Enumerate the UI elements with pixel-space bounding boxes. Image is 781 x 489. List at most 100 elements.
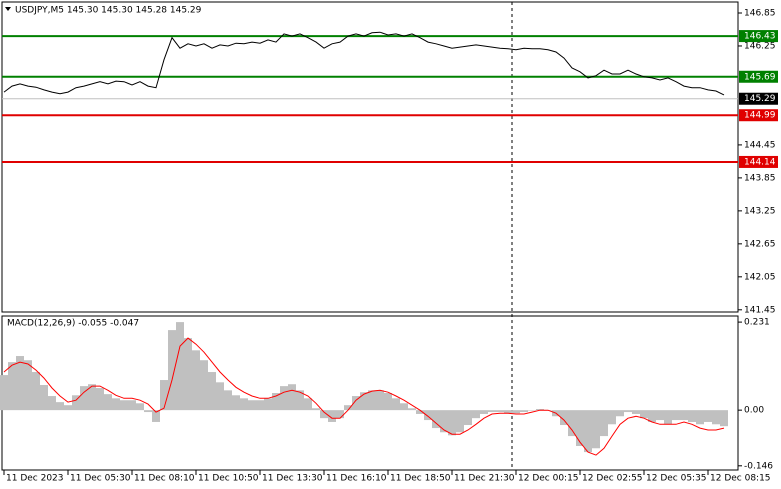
y-tick-label: 146.25 — [744, 41, 776, 51]
histogram-bar — [720, 410, 728, 427]
level-box — [739, 70, 778, 83]
histogram-bar — [480, 410, 488, 414]
histogram-bar — [280, 386, 288, 411]
x-tick-label: 11 Dec 05:30 — [70, 474, 131, 484]
histogram-bar — [712, 410, 720, 425]
histogram-bar — [384, 393, 392, 411]
histogram-bar — [648, 410, 656, 422]
histogram-bar — [584, 410, 592, 453]
histogram-bar — [680, 410, 688, 421]
histogram-bar — [104, 394, 112, 411]
histogram-bar — [80, 386, 88, 411]
histogram-bar — [568, 410, 576, 437]
histogram-bar — [704, 410, 712, 422]
level-box — [739, 109, 778, 122]
histogram-bar — [640, 410, 648, 419]
histogram-bar — [112, 398, 120, 411]
histogram-bar — [240, 398, 248, 411]
histogram-bar — [328, 410, 336, 422]
histogram-bar — [496, 410, 504, 413]
histogram-bar — [0, 375, 8, 411]
histogram-bar — [32, 372, 40, 411]
y-tick-label: 146.85 — [744, 8, 776, 18]
histogram-bar — [56, 402, 64, 411]
y-tick-label: 0.231 — [744, 318, 770, 328]
x-tick-label: 11 Dec 2023 — [6, 474, 64, 484]
histogram-bar — [664, 410, 672, 425]
histogram-bar — [352, 396, 360, 411]
histogram-bar — [424, 410, 432, 421]
level-box — [739, 155, 778, 168]
x-tick-label: 12 Dec 00:15 — [518, 474, 579, 484]
histogram-bar — [632, 410, 640, 414]
histogram-bar — [224, 390, 232, 411]
histogram-bar — [616, 410, 624, 417]
histogram-bar — [472, 410, 480, 419]
histogram-bar — [168, 330, 176, 411]
histogram-bar — [120, 400, 128, 411]
histogram-bar — [560, 410, 568, 426]
x-tick-label: 11 Dec 13:30 — [262, 474, 323, 484]
histogram-bar — [368, 390, 376, 411]
histogram-bar — [376, 390, 384, 411]
histogram-bar — [464, 410, 472, 426]
histogram-bar — [448, 410, 456, 436]
histogram-bar — [248, 400, 256, 411]
histogram-bar — [608, 410, 616, 425]
y-tick-label: -0.146 — [744, 461, 773, 471]
x-tick-label: 12 Dec 05:35 — [646, 474, 707, 484]
histogram-bar — [88, 384, 96, 411]
level-box — [739, 30, 778, 43]
series-line — [3, 31, 725, 96]
histogram-bar — [312, 408, 320, 411]
histogram-bar — [184, 338, 192, 411]
x-tick-label: 11 Dec 08:10 — [134, 474, 195, 484]
series-line — [3, 337, 725, 456]
histogram-bar — [536, 409, 544, 411]
histogram-bar — [456, 410, 464, 433]
chart-title: USDJPY,M5 145.30 145.30 145.28 145.29 — [15, 6, 202, 16]
level-box — [739, 92, 778, 105]
histogram-bar — [408, 408, 416, 411]
histogram-bar — [344, 405, 352, 411]
histogram-bar — [288, 384, 296, 411]
histogram-bar — [592, 410, 600, 449]
histogram-bar — [624, 410, 632, 413]
histogram-bar — [16, 356, 24, 411]
histogram-bar — [272, 393, 280, 411]
histogram-bar — [488, 410, 496, 413]
histogram-bar — [232, 395, 240, 411]
level-label: 144.99 — [744, 111, 776, 121]
histogram-bar — [320, 410, 328, 419]
histogram-bar — [304, 398, 312, 411]
level-label: 146.43 — [744, 32, 776, 42]
histogram-bar — [656, 410, 664, 421]
histogram-bar — [160, 380, 168, 411]
histogram-bar — [208, 372, 216, 411]
histogram-bar — [528, 410, 536, 411]
level-label: 144.14 — [744, 157, 776, 167]
histogram-bar — [128, 400, 136, 411]
x-tick-label: 11 Dec 10:50 — [198, 474, 259, 484]
histogram-bar — [360, 392, 368, 411]
histogram-bar — [24, 360, 32, 411]
histogram-bar — [96, 388, 104, 411]
histogram-bar — [152, 410, 160, 422]
histogram-bar — [400, 403, 408, 411]
histogram-bar — [48, 396, 56, 411]
histogram-bar — [64, 405, 72, 411]
histogram-bar — [392, 398, 400, 411]
histogram-bar — [696, 410, 704, 425]
histogram-bar — [216, 382, 224, 411]
histogram-bar — [504, 410, 512, 414]
y-tick-label: 142.05 — [744, 272, 776, 282]
histogram-bar — [40, 384, 48, 411]
menu-triangle — [5, 7, 11, 11]
y-tick-label: 0.00 — [744, 406, 764, 416]
y-tick-label: 142.65 — [744, 239, 776, 249]
y-tick-label: 141.45 — [744, 305, 776, 315]
level-label: 145.69 — [744, 72, 776, 82]
histogram-bar — [200, 360, 208, 411]
